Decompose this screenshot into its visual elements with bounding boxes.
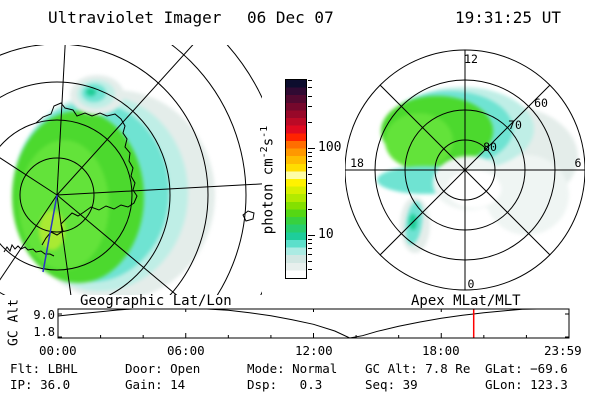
mlat-70-label: 70 <box>508 118 522 132</box>
status-gain: Gain: 14 <box>125 377 186 392</box>
status-seq: Seq: 39 <box>365 377 418 392</box>
apex-map-caption: Apex MLat/MLT <box>411 293 521 309</box>
gc-xtick-1800: 18:00 <box>422 343 460 358</box>
antarctica-coastline <box>3 102 255 257</box>
colorbar-minor-tick <box>308 238 312 240</box>
time-label: 19:31:25 UT <box>455 8 561 27</box>
status-door: Door: Open <box>125 361 201 376</box>
aurora-bright-green <box>19 140 109 270</box>
status-flt: Flt: LBHL <box>10 361 78 376</box>
unit-sup-2: -2 <box>259 146 270 159</box>
gc-xtick-2359: 23:59 <box>544 343 582 358</box>
status-ip: IP: 36.0 <box>10 377 71 392</box>
colorbar-tick-10: 10 <box>318 226 334 242</box>
central-white-hole <box>447 170 501 208</box>
colorbar-minor-tick <box>308 254 312 256</box>
colorbar-minor-tick <box>308 106 312 108</box>
status-glon: GLon: 123.3 <box>485 377 568 392</box>
colorbar-minor-tick <box>308 151 312 153</box>
colorbar-minor-tick <box>308 208 312 210</box>
unit-mid: s <box>260 137 277 147</box>
geo-graticule <box>0 45 262 295</box>
colorbar-minor-tick <box>308 87 312 89</box>
colorbar-minor-tick <box>308 95 312 97</box>
oval-bright-green <box>385 113 453 169</box>
colorbar-unit-label: photon cm-2s-1 <box>259 110 277 250</box>
mlt-6-label: 6 <box>575 156 582 170</box>
gc-ytick-1-8: 1.8 <box>33 325 55 339</box>
colorbar <box>285 79 307 279</box>
mlat-60-label: 60 <box>534 96 548 110</box>
geographic-map <box>0 45 262 295</box>
status-gc-alt: GC Alt: 7.8 Re <box>365 361 471 376</box>
gc-axis-ticks <box>58 309 569 338</box>
colorbar-minor-tick <box>308 174 312 175</box>
gc-alt-curve <box>57 308 569 339</box>
gc-xtick-0600: 06:00 <box>167 343 205 358</box>
spacecraft-meridian-line <box>42 194 58 273</box>
diffuse-pale2 <box>485 155 569 235</box>
geo-aurora-blobs <box>12 75 215 295</box>
colorbar-minor-tick <box>308 248 312 250</box>
mlt-18-label: 18 <box>350 156 364 170</box>
status-mode: Mode: Normal <box>247 361 338 376</box>
colorbar-major-tick <box>308 234 315 236</box>
colorbar-minor-tick <box>308 243 312 245</box>
gc-ytick-9: 9.0 <box>33 308 55 322</box>
colorbar-minor-tick <box>308 121 312 123</box>
gc-ylabel: GC Alt <box>6 299 22 346</box>
status-glat: GLat: −69.6 <box>485 361 568 376</box>
polar-labels: 12 0 18 6 80 70 60 <box>350 52 581 291</box>
colorbar-minor-tick <box>308 193 312 195</box>
mlat-80-label: 80 <box>483 140 497 154</box>
gc-xtick-0000: 00:00 <box>39 343 77 358</box>
aurora-yellowgreen-spot <box>39 210 65 250</box>
colorbar-minor-tick <box>308 161 312 163</box>
status-dsp: Dsp: 0.3 <box>247 377 323 392</box>
colorbar-minor-tick <box>308 261 312 262</box>
gc-alt-plot <box>57 308 570 339</box>
unit-prefix: photon cm <box>260 158 277 235</box>
patch-teal <box>86 88 96 96</box>
colorbar-tick-100: 100 <box>318 139 342 155</box>
gc-xtick-1200: 12:00 <box>295 343 333 358</box>
colorbar-minor-tick <box>308 269 312 271</box>
app-title: Ultraviolet Imager <box>48 8 222 27</box>
colorbar-minor-tick <box>308 80 312 82</box>
polar-graticule <box>345 49 585 291</box>
geographic-map-caption: Geographic Lat/Lon <box>80 293 232 309</box>
colorbar-minor-tick <box>308 156 312 158</box>
apex-polar-map: 12 0 18 6 80 70 60 <box>345 49 585 291</box>
date-label: 06 Dec 07 <box>247 8 334 27</box>
mlt-0-label: 0 <box>468 277 475 291</box>
colorbar-minor-tick <box>308 182 312 184</box>
colorbar-major-tick <box>308 147 315 149</box>
unit-sup-1: -1 <box>259 125 270 138</box>
colorbar-minor-tick <box>308 167 312 169</box>
mlt-12-label: 12 <box>464 52 478 66</box>
